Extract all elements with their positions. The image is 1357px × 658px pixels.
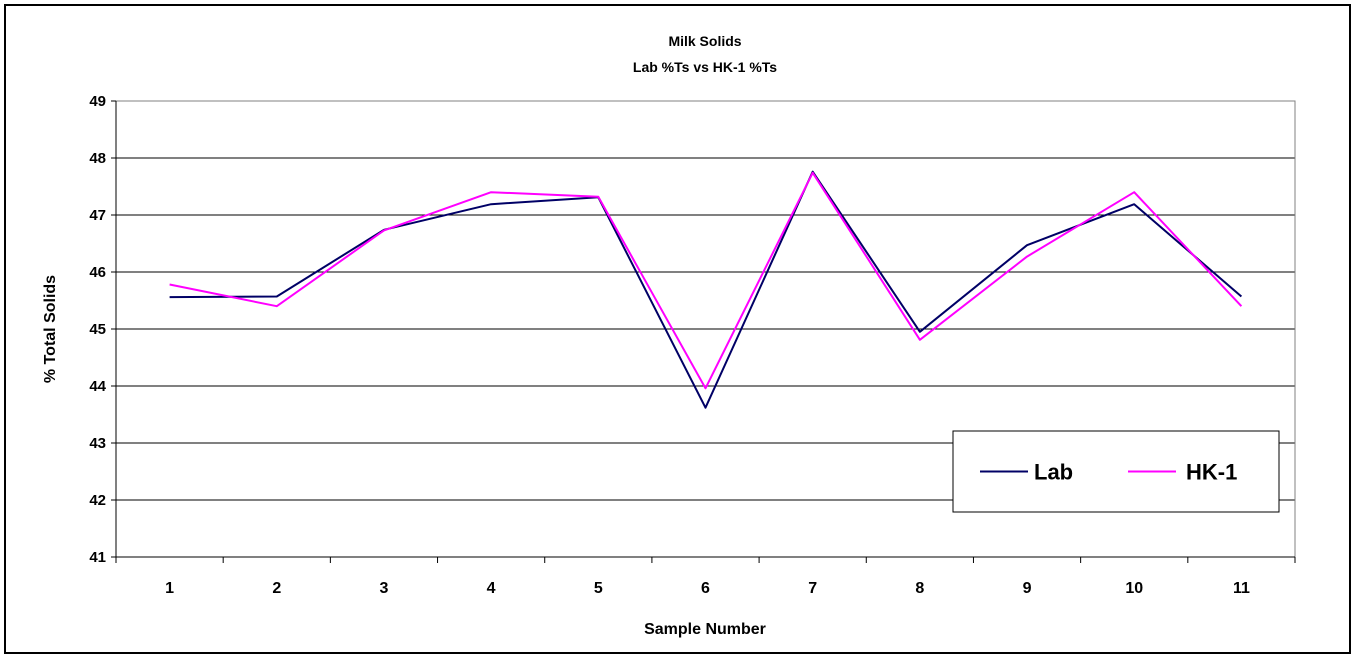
legend-label-hk-1: HK-1 xyxy=(1186,460,1237,485)
chart-subtitle: Lab %Ts vs HK-1 %Ts xyxy=(633,59,777,75)
x-tick-label: 6 xyxy=(701,580,710,597)
y-axis-label: % Total Solids xyxy=(42,275,59,383)
chart-title: Milk Solids xyxy=(668,33,741,49)
y-tick-label: 43 xyxy=(89,435,106,452)
series-lines xyxy=(169,170,1243,409)
legend-label-lab: Lab xyxy=(1034,460,1073,485)
y-tick-label: 41 xyxy=(89,549,106,566)
series-line-lab xyxy=(169,170,1243,409)
x-tick-label: 1 xyxy=(165,580,174,597)
y-tick-label: 46 xyxy=(89,264,106,281)
x-tick-label: 9 xyxy=(1023,580,1032,597)
y-tick-label: 49 xyxy=(89,93,106,110)
x-tick-label: 5 xyxy=(594,580,603,597)
x-axis: 1 2 3 4 5 6 7 8 9 10 11 xyxy=(115,556,1296,597)
series-line-hk-1 xyxy=(169,171,1243,390)
y-tick-label: 42 xyxy=(89,492,106,509)
x-tick-label: 2 xyxy=(272,580,281,597)
y-axis: 41 42 43 44 45 46 47 48 49 xyxy=(89,93,117,566)
x-tick-label: 7 xyxy=(808,580,817,597)
y-tick-label: 44 xyxy=(89,378,106,395)
x-axis-label: Sample Number xyxy=(644,621,766,638)
legend: Lab HK-1 xyxy=(952,430,1280,513)
x-tick-label: 3 xyxy=(380,580,389,597)
x-tick-label: 11 xyxy=(1233,580,1250,597)
y-tick-label: 45 xyxy=(89,321,106,338)
x-tick-label: 4 xyxy=(487,580,496,597)
x-tick-label: 8 xyxy=(915,580,924,597)
x-tick-label: 10 xyxy=(1125,580,1143,597)
y-tick-label: 47 xyxy=(89,207,106,224)
y-tick-label: 48 xyxy=(89,150,106,167)
